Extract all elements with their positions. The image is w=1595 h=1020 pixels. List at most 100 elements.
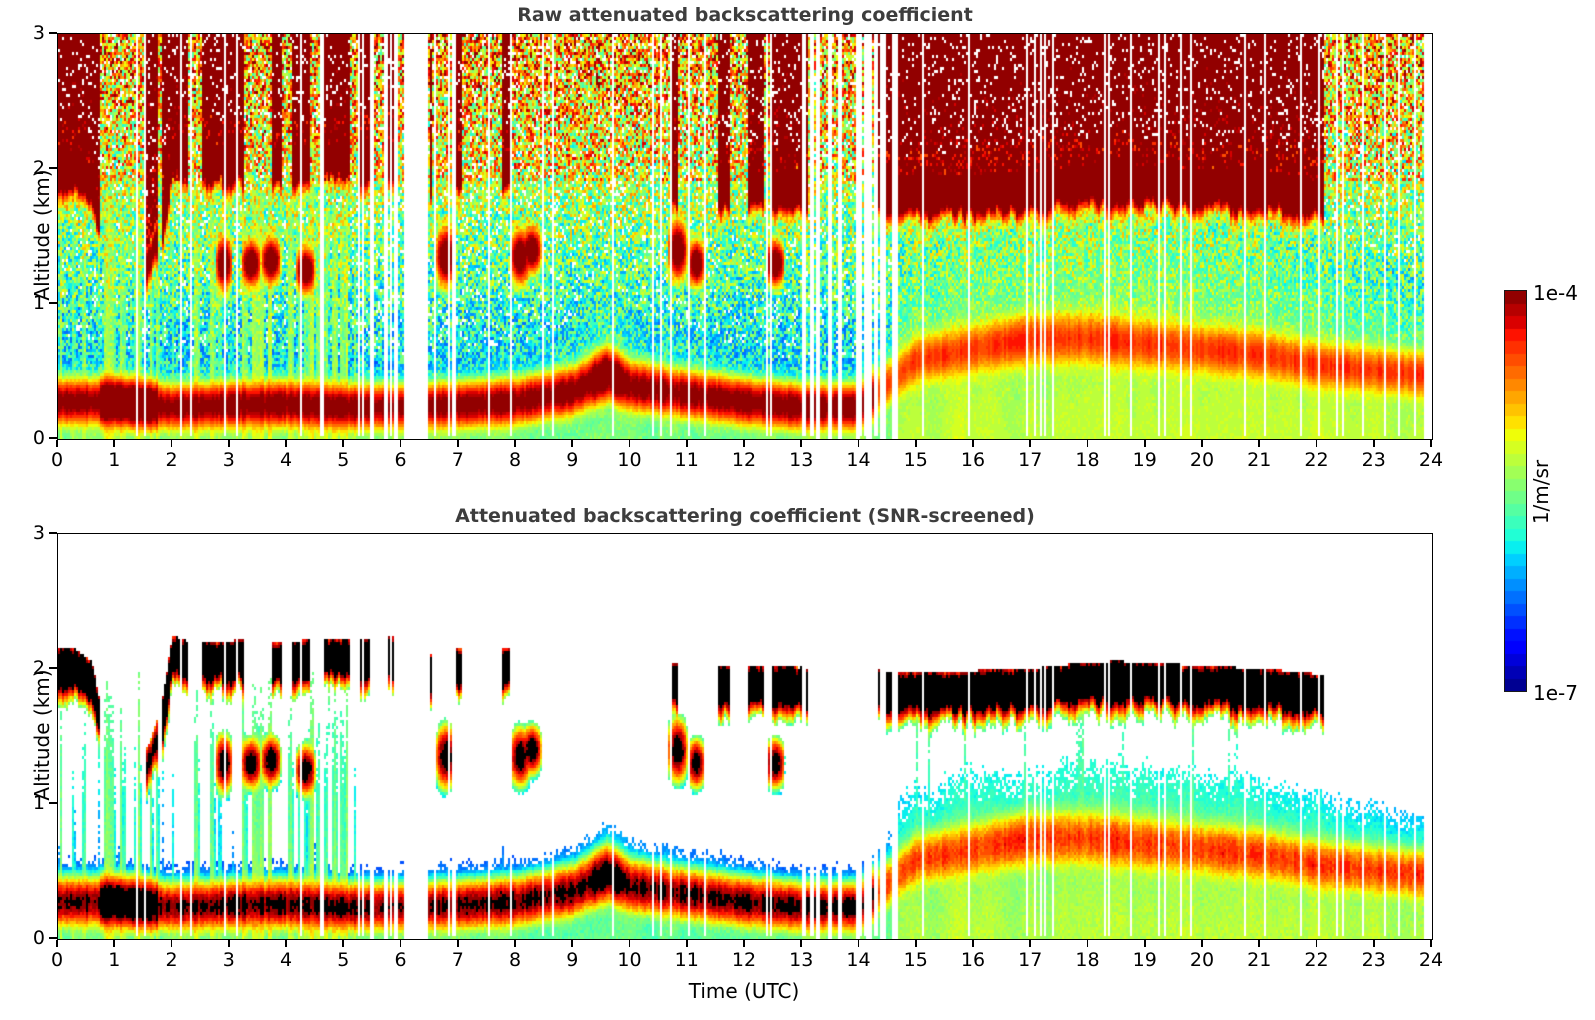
y-tick-label: 3 xyxy=(32,522,45,544)
heatmap-canvas-screened xyxy=(58,534,1432,939)
y-tick-label: 0 xyxy=(32,927,45,949)
x-tick-label: 11 xyxy=(674,949,699,971)
y-tickmark xyxy=(49,667,57,669)
y-tickmark xyxy=(49,937,57,939)
x-tick-label: 24 xyxy=(1418,449,1444,471)
x-tick-label: 6 xyxy=(394,949,407,971)
x-tick-label: 14 xyxy=(846,449,871,471)
panel-title-raw: Raw attenuated backscattering coefficien… xyxy=(517,4,973,26)
y-tickmark xyxy=(49,302,57,304)
plot-area-raw xyxy=(57,33,1433,440)
heatmap-canvas-raw xyxy=(58,34,1432,439)
x-tickmark xyxy=(743,940,745,947)
x-tickmark xyxy=(170,440,173,447)
y-tickmark xyxy=(49,167,57,169)
y-tick-label: 0 xyxy=(32,427,45,449)
x-tick-label: 1 xyxy=(108,949,121,971)
x-tickmark xyxy=(972,440,974,447)
x-tickmark xyxy=(685,940,688,947)
x-tickmark xyxy=(1372,940,1375,947)
x-tickmark xyxy=(972,940,974,947)
x-tick-label: 2 xyxy=(165,949,178,971)
x-tickmark xyxy=(56,440,58,447)
y-tick-label: 2 xyxy=(32,157,45,179)
x-tickmark xyxy=(1086,440,1089,447)
x-tickmark xyxy=(571,440,574,447)
x-tick-label: 10 xyxy=(617,449,642,471)
x-tick-label: 22 xyxy=(1304,949,1329,971)
x-tick-label: 17 xyxy=(1018,449,1043,471)
x-tickmark xyxy=(1201,940,1203,947)
x-tickmark xyxy=(1315,940,1318,947)
x-tick-label: 9 xyxy=(566,949,579,971)
x-tickmark xyxy=(914,940,917,947)
x-tick-label: 23 xyxy=(1361,449,1386,471)
x-tickmark xyxy=(800,440,803,447)
x-tick-label: 4 xyxy=(279,449,293,471)
x-tickmark xyxy=(685,440,688,447)
x-tick-label: 5 xyxy=(337,449,350,471)
y-tick-label: 3 xyxy=(32,22,45,44)
x-tick-label: 5 xyxy=(337,949,350,971)
x-tickmark xyxy=(399,440,402,447)
y-tickmark xyxy=(49,32,57,34)
x-tick-label: 13 xyxy=(789,449,814,471)
x-axis-label-time: Time (UTC) xyxy=(688,979,800,1003)
x-tick-label: 20 xyxy=(1189,449,1215,471)
x-tickmark xyxy=(1372,440,1375,447)
x-tick-label: 19 xyxy=(1132,949,1157,971)
x-tick-label: 18 xyxy=(1075,949,1100,971)
x-tick-label: 10 xyxy=(617,949,642,971)
x-tickmark xyxy=(56,940,58,947)
x-tickmark xyxy=(1430,440,1432,447)
x-tickmark xyxy=(456,940,459,947)
y-tick-label: 1 xyxy=(32,292,45,314)
x-tick-label: 12 xyxy=(731,449,757,471)
x-tick-label: 3 xyxy=(222,949,235,971)
x-tickmark xyxy=(743,440,745,447)
x-tickmark xyxy=(514,440,516,447)
x-tickmark xyxy=(227,940,230,947)
colorbar xyxy=(1504,290,1527,692)
x-tick-label: 23 xyxy=(1361,949,1386,971)
colorbar-canvas xyxy=(1505,291,1526,691)
panel-title-screened: Attenuated backscattering coefficient (S… xyxy=(455,505,1035,527)
x-tickmark xyxy=(227,440,230,447)
x-tickmark xyxy=(628,440,631,447)
y-tickmark xyxy=(49,532,57,534)
x-tickmark xyxy=(1201,440,1203,447)
x-tickmark xyxy=(1029,440,1032,447)
x-tick-label: 3 xyxy=(222,449,235,471)
x-tick-label: 0 xyxy=(50,949,64,971)
x-tick-label: 19 xyxy=(1132,449,1157,471)
x-tickmark xyxy=(456,440,459,447)
x-tick-label: 6 xyxy=(394,449,407,471)
x-tickmark xyxy=(1315,440,1318,447)
x-tick-label: 8 xyxy=(508,449,522,471)
x-tickmark xyxy=(1143,440,1146,447)
x-tickmark xyxy=(857,440,860,447)
x-tickmark xyxy=(170,940,173,947)
x-tick-label: 7 xyxy=(451,449,464,471)
x-tick-label: 12 xyxy=(731,949,757,971)
x-tick-label: 20 xyxy=(1189,949,1215,971)
x-tickmark xyxy=(1086,940,1089,947)
x-tick-label: 24 xyxy=(1418,949,1444,971)
y-tick-label: 1 xyxy=(32,792,45,814)
x-tick-label: 2 xyxy=(165,449,178,471)
x-tick-label: 4 xyxy=(279,949,293,971)
x-tickmark xyxy=(113,940,116,947)
x-tickmark xyxy=(857,940,860,947)
x-tickmark xyxy=(342,440,345,447)
x-tick-label: 8 xyxy=(508,949,522,971)
x-tickmark xyxy=(285,440,287,447)
x-tick-label: 22 xyxy=(1304,449,1329,471)
x-tick-label: 16 xyxy=(960,449,986,471)
x-tick-label: 0 xyxy=(50,449,64,471)
x-tick-label: 11 xyxy=(674,449,699,471)
x-tickmark xyxy=(1029,940,1032,947)
y-tickmark xyxy=(49,802,57,804)
x-tickmark xyxy=(628,940,631,947)
x-tick-label: 16 xyxy=(960,949,986,971)
x-tick-label: 9 xyxy=(566,449,579,471)
